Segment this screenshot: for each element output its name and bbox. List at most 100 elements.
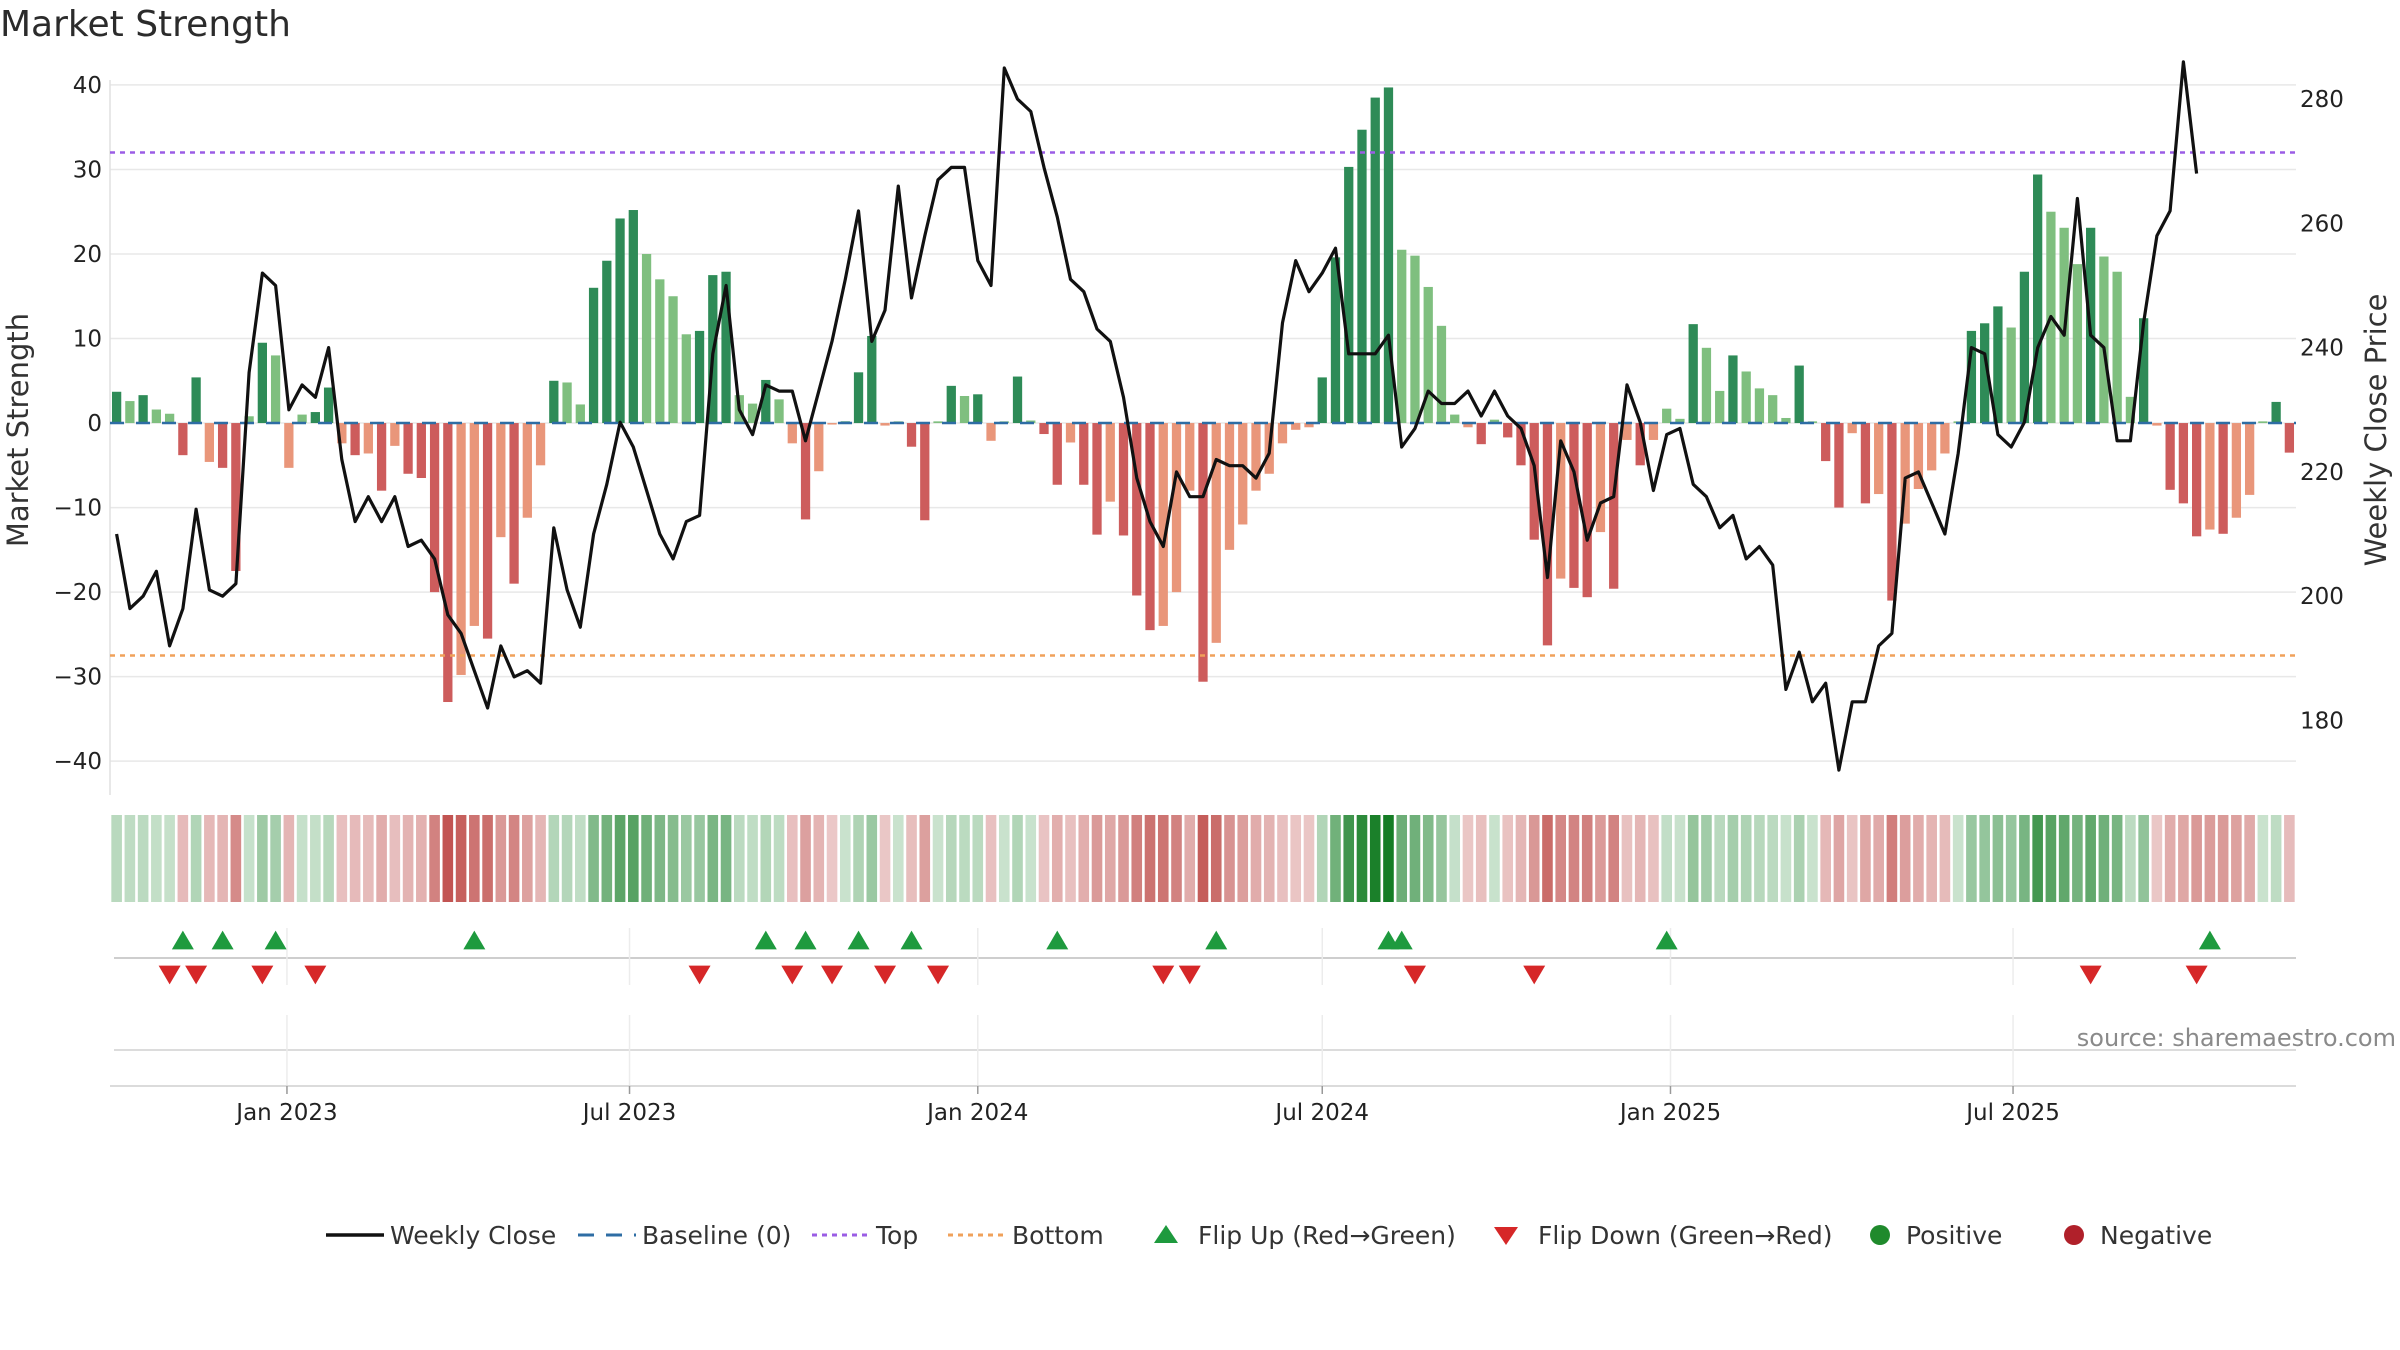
- heat-cell: [919, 815, 931, 902]
- heat-cell: [416, 815, 427, 902]
- heat-cell: [588, 815, 599, 902]
- strength-bar: [2072, 264, 2083, 424]
- heat-cell: [1330, 815, 1341, 902]
- heat-cell: [681, 815, 692, 902]
- heat-cell: [1012, 815, 1023, 902]
- legend-item-positive: Positive: [1870, 1221, 2002, 1250]
- flip-down-marker: [1152, 965, 1175, 985]
- strength-bar: [403, 423, 413, 474]
- heat-cell: [1065, 815, 1076, 902]
- heat-cell: [482, 815, 493, 902]
- flip-down-marker: [158, 965, 181, 985]
- strength-bar: [1860, 423, 1871, 504]
- strength-bar: [1450, 414, 1460, 424]
- y-axis-title-right: Weekly Close Price: [2359, 294, 2393, 567]
- strength-bar: [416, 423, 426, 478]
- strength-bar: [2099, 256, 2109, 424]
- heat-cell: [243, 815, 255, 902]
- heat-cell: [2244, 815, 2255, 902]
- heat-cell: [2164, 815, 2176, 902]
- strength-bar: [244, 416, 254, 424]
- heat-cell: [1369, 815, 1381, 902]
- strength-bar: [1079, 423, 1089, 485]
- strength-bar: [1065, 423, 1076, 443]
- strength-bar: [681, 334, 691, 424]
- strength-bar: [1185, 423, 1195, 491]
- legend-label: Flip Up (Red→Green): [1198, 1221, 1456, 1250]
- heat-cell: [204, 815, 215, 902]
- strength-bar: [1768, 395, 1778, 424]
- strength-bar: [1503, 423, 1513, 438]
- strength-bar: [1595, 423, 1606, 533]
- x-axis: Jan 2023 Jul 2023 Jan 2024 Jul 2024 Jan 2025…: [110, 1085, 2296, 1126]
- strength-bar: [1198, 423, 1208, 682]
- weekly-close-line: [115, 60, 2199, 772]
- strength-bar: [350, 423, 360, 456]
- strength-bar: [694, 330, 705, 424]
- strength-bar: [1913, 423, 1924, 489]
- strength-bar: [1993, 306, 2003, 424]
- strength-bar: [721, 271, 731, 424]
- heat-cell: [1250, 815, 1262, 902]
- legend-label: Weekly Close: [390, 1221, 556, 1250]
- strength-bar: [549, 380, 559, 424]
- heat-cell: [826, 815, 838, 902]
- heat-cell: [349, 815, 361, 902]
- heat-cell: [892, 815, 904, 902]
- strength-bar: [1794, 365, 1804, 424]
- heat-cell: [1939, 815, 1951, 902]
- heat-cell: [1846, 815, 1858, 902]
- heat-cell: [124, 815, 136, 902]
- strength-bar: [456, 423, 466, 675]
- y2-tick-label: 280: [2300, 87, 2344, 113]
- strength-bar: [1887, 423, 1897, 601]
- chart-title: Market Strength: [0, 4, 291, 45]
- strength-bar: [2231, 423, 2242, 518]
- heat-cell: [945, 815, 957, 902]
- heat-cell: [1436, 815, 1447, 902]
- heat-cell: [1171, 815, 1182, 902]
- heat-cell: [1051, 815, 1063, 902]
- y-tick-label: −40: [53, 749, 102, 775]
- strength-bar: [1874, 423, 1884, 495]
- strength-bar: [1291, 423, 1301, 430]
- flip-down-marker: [251, 965, 274, 985]
- heat-cell: [1555, 815, 1567, 902]
- heat-cell: [2045, 815, 2057, 902]
- heat-cell: [217, 815, 228, 902]
- strength-bar: [2271, 401, 2281, 424]
- strength-bar: [1118, 423, 1129, 536]
- heat-cell: [1489, 815, 1500, 902]
- heat-cell: [495, 815, 507, 902]
- heat-cell: [1303, 815, 1315, 902]
- strength-bar: [284, 423, 294, 468]
- strength-bar: [1277, 423, 1288, 444]
- strength-bar: [641, 253, 652, 424]
- heat-cell: [1290, 815, 1302, 902]
- strength-bar: [138, 395, 148, 424]
- x-tick-label: Jan 2023: [234, 1100, 337, 1126]
- strength-bar: [959, 395, 970, 424]
- heat-cell: [1449, 815, 1461, 902]
- strength-bar: [668, 296, 678, 424]
- heat-cell: [522, 815, 533, 902]
- heat-cell: [2270, 815, 2282, 902]
- strength-bar: [615, 218, 625, 424]
- flip-down-marker: [304, 965, 327, 985]
- y2-tick-label: 220: [2300, 460, 2344, 486]
- heat-cell: [1595, 815, 1606, 902]
- heat-cell: [1515, 815, 1527, 902]
- strength-bar: [774, 399, 784, 424]
- strength-bar: [2218, 423, 2228, 534]
- heat-cell: [1078, 815, 1090, 902]
- heat-cell: [2151, 815, 2163, 902]
- legend-item-flip-up-red-green: Flip Up (Red→Green): [1154, 1221, 1456, 1250]
- strength-bar: [867, 335, 877, 424]
- strength-bar: [1688, 324, 1698, 424]
- legend-swatch: [1154, 1225, 1178, 1243]
- y-tick-label: −10: [53, 496, 102, 522]
- strength-bar: [1026, 420, 1036, 424]
- strength-bar: [800, 423, 811, 520]
- heat-cell: [2191, 815, 2202, 902]
- strength-bar: [469, 423, 479, 626]
